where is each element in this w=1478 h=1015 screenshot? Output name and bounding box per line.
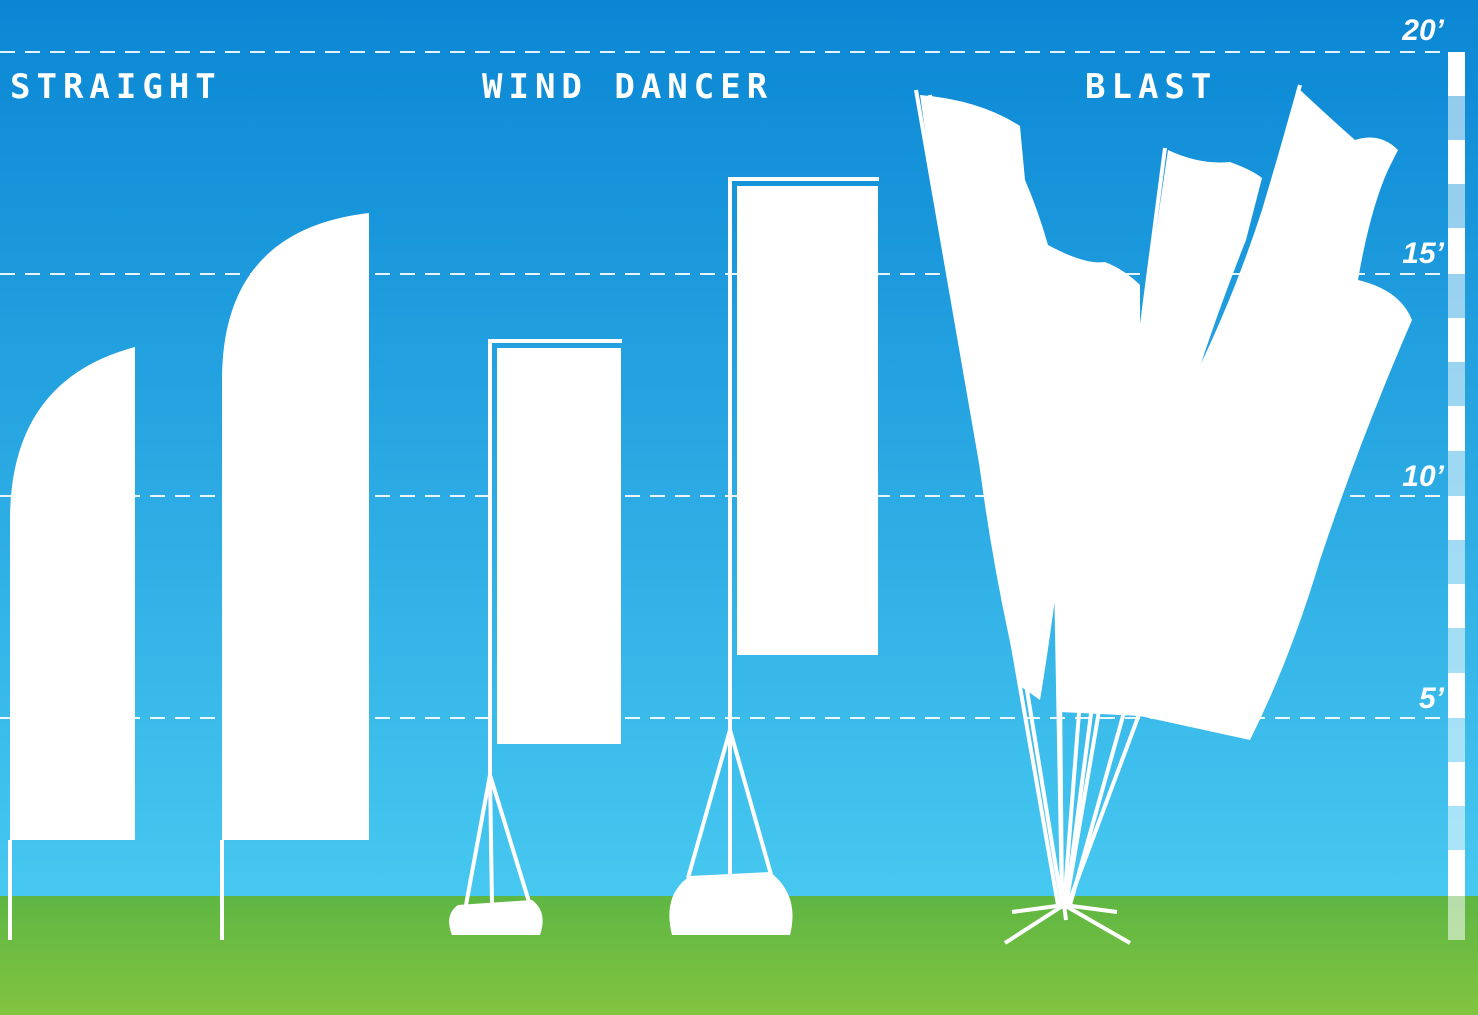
wind-dancer-large-tripod (686, 729, 774, 879)
wind-dancer-small-banner (497, 348, 621, 744)
blast-banner-back-right (1140, 88, 1412, 740)
blast-poles (914, 84, 1302, 906)
straight-flag-large-banner (222, 213, 369, 840)
height-ruler (1448, 52, 1465, 940)
straight-flag-small-banner (10, 347, 135, 840)
wind-dancer-small-tripod (464, 774, 532, 906)
wind-dancer-large-water-base (669, 872, 793, 935)
straight-flag-small (8, 347, 135, 940)
blast-flag-cluster (914, 84, 1412, 945)
category-title-wind-dancer: WIND DANCER (482, 67, 773, 107)
wind-dancer-small-water-base (449, 900, 543, 935)
category-title-straight: STRAIGHT (10, 67, 222, 107)
blast-banner-left (920, 95, 1140, 700)
blast-x-stand-base (1003, 903, 1131, 945)
height-label-20ft: 20’ (1401, 14, 1444, 47)
wind-dancer-flag-small (449, 339, 622, 935)
wind-dancer-large-banner (737, 186, 878, 655)
height-label-5ft: 5’ (1419, 682, 1445, 715)
height-label-15ft: 15’ (1402, 237, 1444, 270)
wind-dancer-flag-large (669, 177, 879, 935)
height-label-10ft: 10’ (1402, 460, 1444, 493)
straight-flag-large (220, 213, 369, 940)
blast-banner-middle (1055, 150, 1262, 716)
category-title-blast: BLAST (1085, 67, 1217, 107)
